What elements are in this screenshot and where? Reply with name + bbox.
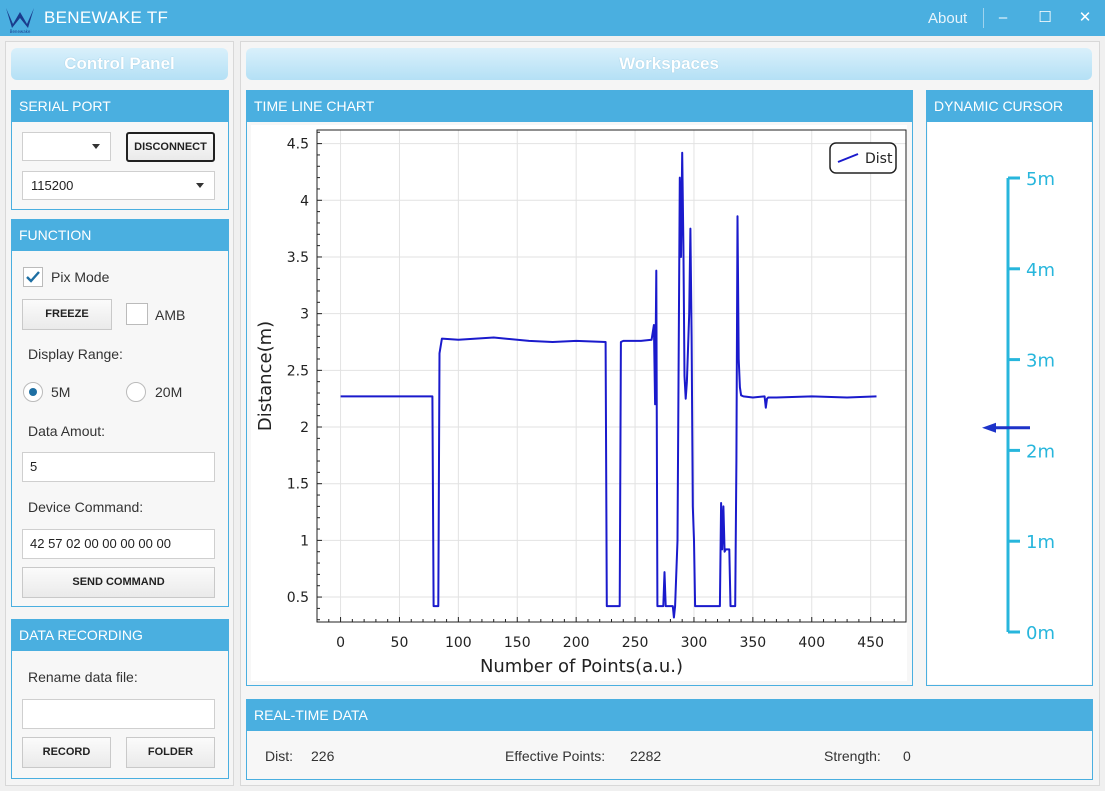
dist-value: 226 bbox=[311, 748, 335, 764]
pix-mode-checkbox[interactable] bbox=[23, 267, 43, 287]
data-amount-input[interactable]: 5 bbox=[22, 452, 215, 482]
x-tick-label: 0 bbox=[336, 635, 345, 651]
x-tick-label: 150 bbox=[504, 635, 531, 651]
serial-port-title: SERIAL PORT bbox=[12, 91, 228, 122]
cursor-tick-label: 2m bbox=[1026, 441, 1055, 462]
app-title: BENEWAKE TF bbox=[44, 8, 169, 27]
amb-checkbox[interactable] bbox=[126, 303, 148, 325]
x-tick-label: 300 bbox=[681, 635, 708, 651]
range-5m-label: 5M bbox=[51, 384, 71, 400]
realtime-data-group: REAL-TIME DATA bbox=[246, 699, 1093, 780]
close-button[interactable]: ✕ bbox=[1078, 9, 1092, 26]
title-separator bbox=[983, 8, 984, 28]
workspace-header: Workspaces bbox=[246, 48, 1092, 80]
data-recording-title: DATA RECORDING bbox=[12, 620, 228, 651]
chart-legend: Dist bbox=[829, 142, 897, 174]
y-tick-label: 2.5 bbox=[287, 363, 309, 379]
radio-selected-dot bbox=[29, 388, 37, 396]
strength-value: 0 bbox=[903, 748, 911, 764]
checkmark-icon bbox=[26, 271, 40, 283]
cursor-pointer-icon bbox=[982, 422, 996, 433]
cursor-tick-label: 3m bbox=[1026, 351, 1055, 372]
x-tick-label: 200 bbox=[563, 635, 590, 651]
minimize-button[interactable]: ‒ bbox=[998, 9, 1008, 26]
cursor-tick-label: 0m bbox=[1026, 623, 1055, 644]
range-5m-radio[interactable] bbox=[23, 382, 43, 402]
x-tick-label: 250 bbox=[622, 635, 649, 651]
chart-svg: 0 50 100 150 200 250 300 350 400 450 0.5 1 1.5 2 2.5 3 3… bbox=[255, 129, 907, 677]
freeze-button[interactable]: FREEZE bbox=[22, 299, 112, 330]
x-tick-label: 50 bbox=[391, 635, 409, 651]
effective-points-label: Effective Points: bbox=[505, 748, 606, 764]
y-tick-label: 0.5 bbox=[287, 590, 309, 606]
title-bar: Benewake BENEWAKE TF About ‒ ☐ ✕ bbox=[0, 0, 1105, 36]
plot-frame bbox=[316, 129, 907, 623]
rename-file-label: Rename data file: bbox=[28, 669, 138, 685]
benewake-logo: Benewake bbox=[6, 8, 34, 34]
y-tick-label: 2 bbox=[300, 420, 309, 436]
x-tick-label: 400 bbox=[798, 635, 825, 651]
legend-box bbox=[829, 142, 897, 174]
maximize-button[interactable]: ☐ bbox=[1038, 9, 1052, 26]
y-tick-label: 4 bbox=[300, 193, 309, 209]
dynamic-cursor-title: DYNAMIC CURSOR bbox=[927, 91, 1092, 122]
cursor-tick-label: 1m bbox=[1026, 532, 1055, 553]
timeline-chart-title: TIME LINE CHART bbox=[247, 91, 912, 122]
range-20m-label: 20M bbox=[155, 384, 183, 400]
series-line-dist bbox=[340, 151, 877, 619]
y-tick-label: 4.5 bbox=[287, 137, 309, 153]
cursor-gauge: 5m 4m 3m 2m 1m 0m bbox=[982, 169, 1055, 644]
send-command-button[interactable]: SEND COMMAND bbox=[22, 567, 215, 598]
amb-label: AMB bbox=[155, 307, 186, 323]
timeline-chart: 0 50 100 150 200 250 300 350 400 450 0.5 1 1.5 2 2.5 3 3… bbox=[251, 125, 907, 681]
device-command-input[interactable]: 42 57 02 00 00 00 00 00 bbox=[22, 529, 215, 559]
baud-rate-select[interactable]: 115200 bbox=[22, 171, 215, 200]
control-panel-header: Control Panel bbox=[11, 48, 228, 80]
y-tick-label: 1 bbox=[300, 533, 309, 549]
port-select[interactable] bbox=[22, 132, 111, 161]
display-range-label: Display Range: bbox=[28, 346, 123, 362]
about-link[interactable]: About bbox=[928, 10, 968, 27]
device-command-label: Device Command: bbox=[28, 499, 144, 515]
record-button[interactable]: RECORD bbox=[22, 737, 111, 768]
x-tick-label: 100 bbox=[445, 635, 472, 651]
strength-label: Strength: bbox=[824, 748, 881, 764]
y-tick-label: 3.5 bbox=[287, 250, 309, 266]
x-axis-label: Number of Points(a.u.) bbox=[480, 656, 683, 677]
x-tick-label: 450 bbox=[857, 635, 884, 651]
pix-mode-label: Pix Mode bbox=[51, 269, 110, 285]
cursor-tick-label: 4m bbox=[1026, 260, 1055, 281]
y-axis-label: Distance(m) bbox=[255, 321, 276, 431]
cursor-tick-label: 5m bbox=[1026, 169, 1055, 190]
realtime-data-title: REAL-TIME DATA bbox=[247, 700, 1092, 731]
baud-rate-value: 115200 bbox=[31, 178, 74, 193]
chevron-down-icon bbox=[92, 144, 100, 149]
folder-button[interactable]: FOLDER bbox=[126, 737, 215, 768]
y-tick-label: 1.5 bbox=[287, 477, 309, 493]
range-20m-radio[interactable] bbox=[126, 382, 146, 402]
legend-label: Dist bbox=[865, 151, 893, 167]
chevron-down-icon bbox=[196, 183, 204, 188]
file-name-input[interactable] bbox=[22, 699, 215, 729]
data-amount-label: Data Amout: bbox=[28, 423, 106, 439]
disconnect-button[interactable]: DISCONNECT bbox=[126, 132, 215, 162]
x-tick-label: 350 bbox=[739, 635, 766, 651]
legend-swatch bbox=[837, 153, 859, 163]
dynamic-cursor: 5m 4m 3m 2m 1m 0m bbox=[928, 122, 1091, 684]
y-tick-label: 3 bbox=[300, 307, 309, 323]
svg-text:Benewake: Benewake bbox=[10, 29, 31, 34]
chart-grid bbox=[317, 130, 906, 622]
function-title: FUNCTION bbox=[12, 220, 228, 251]
dist-label: Dist: bbox=[265, 748, 293, 764]
effective-points-value: 2282 bbox=[630, 748, 662, 764]
